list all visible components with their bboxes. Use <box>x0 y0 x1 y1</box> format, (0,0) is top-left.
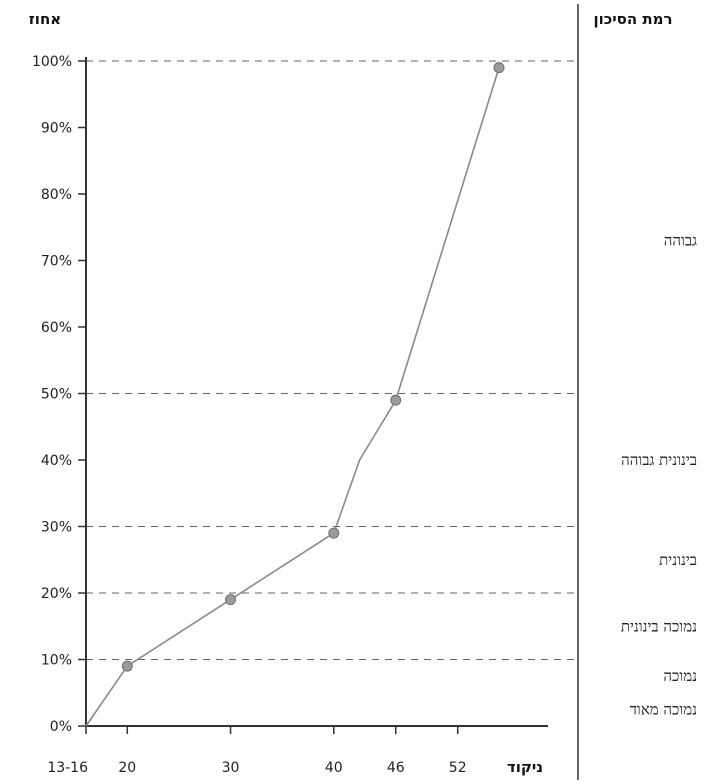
risk-level-label: בינונית גבוהה <box>621 451 697 469</box>
risk-level-label: גבוהה <box>664 232 697 250</box>
x-axis-title: ניקוד <box>507 758 543 776</box>
x-tick-label: 46 <box>387 760 405 776</box>
x-tick-label: 52 <box>449 760 467 776</box>
y-tick-label: 60% <box>41 320 72 336</box>
x-axis-ticks: 13-16 20 30 40 46 52 <box>47 726 467 776</box>
y-tick-label: 70% <box>41 254 72 270</box>
data-markers <box>121 62 505 672</box>
y-tick-label: 20% <box>41 586 72 602</box>
risk-level-label: נמוכה מאוד <box>630 700 697 718</box>
y-axis-ticks: 0% 10% 20% 30% 40% 50% 60% 70% 80% 90% 100% <box>32 54 86 735</box>
series-polyline <box>85 67 500 727</box>
risk-level-header: רמת הסיכון <box>593 10 672 28</box>
series-line <box>85 67 500 727</box>
x-tick-label: 13-16 <box>47 760 88 776</box>
threshold-lines <box>86 60 578 660</box>
risk-level-labels: גבוהה בינונית גבוהה בינונית נמוכה בינונית נמ… <box>621 232 697 719</box>
y-tick-label: 50% <box>41 387 72 403</box>
data-point <box>121 660 133 672</box>
y-tick-label: 0% <box>50 719 72 735</box>
y-tick-label: 30% <box>41 520 72 536</box>
x-tick-label: 30 <box>222 760 240 776</box>
y-tick-label: 90% <box>41 121 72 137</box>
y-tick-label: 10% <box>41 653 72 669</box>
x-tick-label: 20 <box>118 760 136 776</box>
x-tick-label: 40 <box>325 760 343 776</box>
axes <box>85 4 579 780</box>
data-point <box>328 527 340 539</box>
y-tick-label: 80% <box>41 187 72 203</box>
data-point <box>390 394 402 406</box>
risk-level-label: בינונית <box>659 551 697 569</box>
risk-level-label: נמוכה <box>663 667 697 685</box>
y-tick-label: 40% <box>41 453 72 469</box>
y-axis-title: אחוז <box>29 10 61 28</box>
risk-level-label: נמוכה בינונית <box>621 617 697 635</box>
y-tick-label: 100% <box>32 54 72 70</box>
data-point <box>493 62 505 74</box>
data-point <box>225 594 237 606</box>
